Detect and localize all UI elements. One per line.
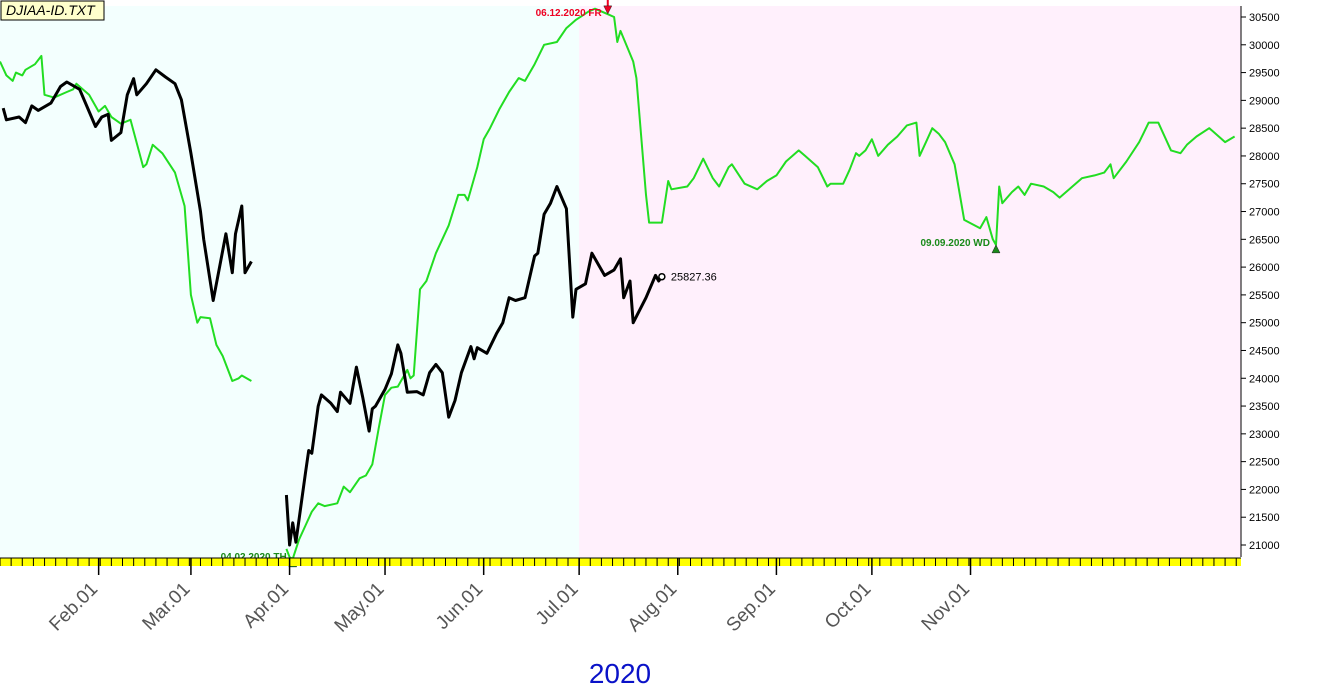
date-ruler bbox=[0, 558, 1241, 566]
last-price-label: 25827.36 bbox=[671, 272, 717, 284]
projection-line-segment-1 bbox=[0, 54, 252, 382]
low-marker-label: 04.02.2020 TH bbox=[221, 552, 287, 563]
price-axis-tick-label: 24000 bbox=[1249, 373, 1280, 385]
price-axis-tick-label: 29000 bbox=[1249, 95, 1280, 107]
date-axis-label: Apr.01 bbox=[239, 579, 293, 633]
price-axis-tick-label: 24500 bbox=[1249, 345, 1280, 357]
price-line-segment-1 bbox=[1, 68, 253, 302]
price-axis-tick-label: 30500 bbox=[1249, 12, 1280, 24]
price-axis-tick-label: 25000 bbox=[1249, 318, 1280, 330]
series-layer bbox=[0, 7, 1236, 560]
price-axis-tick-label: 23500 bbox=[1249, 401, 1280, 413]
price-axis: 21000 21500 22000 22500 23000 23500 24000 24500… bbox=[1240, 6, 1280, 557]
high-marker-arrow bbox=[603, 5, 613, 15]
past-region-background bbox=[0, 6, 580, 557]
price-axis-tick-label: 21000 bbox=[1249, 540, 1280, 552]
date-axis-label: Nov.01 bbox=[918, 579, 974, 635]
price-axis-tick-label: 27500 bbox=[1249, 179, 1280, 191]
date-axis-label: Jun.01 bbox=[432, 579, 487, 634]
price-axis-tick-label: 22000 bbox=[1249, 484, 1280, 496]
year-label: 2020 bbox=[589, 658, 651, 689]
price-axis-tick-label: 23000 bbox=[1249, 429, 1280, 441]
date-axis-label: Feb.01 bbox=[46, 579, 103, 636]
price-axis-tick-label: 25500 bbox=[1249, 290, 1280, 302]
low-marker-arrow bbox=[991, 244, 1001, 254]
price-axis-tick-label: 28500 bbox=[1249, 123, 1280, 135]
title-box-frame bbox=[0, 0, 105, 21]
price-axis-tick-label: 22500 bbox=[1249, 457, 1280, 469]
chart-title: DJIAA-ID.TXT bbox=[6, 2, 96, 18]
date-axis-label: Oct.01 bbox=[821, 579, 875, 633]
date-axis-label: May.01 bbox=[331, 579, 389, 637]
title-box: DJIAA-ID.TXT bbox=[0, 0, 105, 21]
date-axis-label: Aug.01 bbox=[624, 579, 681, 636]
date-axis-label: Sep.01 bbox=[723, 579, 780, 636]
projection-line-segment-2 bbox=[285, 7, 1236, 560]
date-axis: Feb.01 Mar.01 Apr.01 May.01 Jun.01 Jul.01 Aug.… bbox=[0, 557, 1241, 637]
high-marker-label: 06.12.2020 FR bbox=[536, 8, 603, 19]
last-price-marker bbox=[658, 272, 666, 281]
price-axis-tick-label: 30000 bbox=[1249, 40, 1280, 52]
price-line-segment-2 bbox=[284, 185, 664, 547]
date-axis-label: Jul.01 bbox=[532, 579, 583, 630]
low-marker-label: 09.09.2020 WD bbox=[920, 238, 990, 249]
price-axis-tick-label: 26000 bbox=[1249, 262, 1280, 274]
price-axis-tick-label: 28000 bbox=[1249, 151, 1280, 163]
price-axis-tick-label: 26500 bbox=[1249, 234, 1280, 246]
price-axis-tick-label: 27000 bbox=[1249, 207, 1280, 219]
price-axis-tick-label: 21500 bbox=[1249, 512, 1280, 524]
date-axis-label: Mar.01 bbox=[139, 579, 195, 635]
price-axis-tick-label: 29500 bbox=[1249, 68, 1280, 80]
forecast-region-background bbox=[579, 6, 1241, 557]
